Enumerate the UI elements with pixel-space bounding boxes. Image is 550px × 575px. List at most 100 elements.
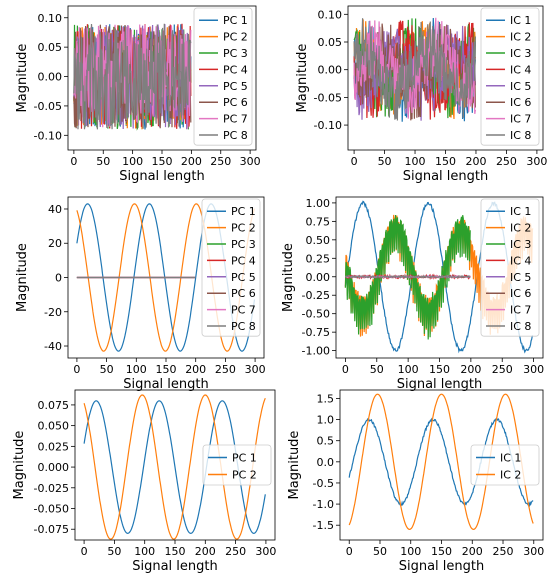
series-lines xyxy=(353,17,476,122)
y-tick-label: -0.05 xyxy=(34,100,62,113)
x-tick-label: 50 xyxy=(373,545,387,558)
y-axis-label: Magnitude xyxy=(287,431,302,500)
legend-label: PC 8 xyxy=(223,129,248,142)
legend-label: PC 1 xyxy=(231,205,256,218)
y-tick-label: -1.0 xyxy=(313,498,334,511)
y-tick-label: 0.075 xyxy=(38,399,70,412)
x-tick-label: 250 xyxy=(215,363,236,376)
y-tick-label: 20 xyxy=(48,237,62,250)
legend-label: PC 5 xyxy=(223,80,248,93)
y-axis-label: Magnitude xyxy=(281,243,296,312)
x-tick-label: 0 xyxy=(73,363,80,376)
legend-label: IC 8 xyxy=(510,129,531,142)
legend-label: PC 7 xyxy=(231,304,256,317)
series-line-ic-3 xyxy=(344,214,471,340)
x-axis-label: Signal length xyxy=(403,169,489,184)
legend-label: PC 4 xyxy=(231,254,256,267)
legend-label: PC 3 xyxy=(223,47,248,60)
legend-label: IC 8 xyxy=(510,320,531,333)
x-axis-label: Signal length xyxy=(123,377,209,392)
x-tick-label: 250 xyxy=(493,545,514,558)
x-tick-label: 300 xyxy=(523,363,544,376)
x-axis-label: Signal length xyxy=(397,377,483,392)
legend-label: IC 1 xyxy=(500,452,521,465)
y-tick-label: -0.50 xyxy=(302,308,330,321)
legend-label: IC 6 xyxy=(510,287,531,300)
y-axis-label: Magnitude xyxy=(295,44,310,113)
y-tick-label: -0.025 xyxy=(34,482,69,495)
x-tick-label: 150 xyxy=(431,545,452,558)
y-tick-label: -0.25 xyxy=(302,289,330,302)
legend-label: PC 2 xyxy=(223,31,248,44)
x-tick-label: 200 xyxy=(185,363,206,376)
y-tick-label: -0.05 xyxy=(314,91,342,104)
legend: IC 1 IC 2 IC 3 IC 4 IC 5 IC 6 IC 7 IC 8 xyxy=(480,198,540,337)
y-tick-label: -0.10 xyxy=(314,119,342,132)
y-tick-label: -0.75 xyxy=(302,326,330,339)
legend: PC 1 PC 2 PC 3 PC 4 PC 5 PC 6 PC 7 PC 8 xyxy=(193,7,253,146)
x-tick-label: 100 xyxy=(122,155,143,168)
legend-label: IC 2 xyxy=(510,222,531,235)
y-tick-label: -1.5 xyxy=(313,519,334,532)
legend-label: IC 4 xyxy=(510,254,531,267)
x-tick-label: 250 xyxy=(492,363,513,376)
series-line-ic-1 xyxy=(348,417,534,508)
y-tick-label: -0.075 xyxy=(34,523,69,536)
x-tick-label: 200 xyxy=(181,155,202,168)
x-tick-label: 250 xyxy=(496,155,517,168)
y-tick-label: 0.10 xyxy=(318,8,343,21)
y-tick-label: 1.00 xyxy=(306,197,331,210)
y-tick-label: -20 xyxy=(44,306,62,319)
legend-label: IC 3 xyxy=(510,47,531,60)
series-lines xyxy=(73,23,192,131)
x-tick-label: 150 xyxy=(435,155,456,168)
legend: PC 1 PC 2 xyxy=(202,444,272,486)
legend: IC 1 IC 2 xyxy=(470,444,540,486)
x-tick-label: 250 xyxy=(210,155,231,168)
chart-panel-2: 0 50 100 150 200 250 300 -0.10 -0.05 0.00 0.05 0.10… xyxy=(295,5,547,184)
legend-label: PC 2 xyxy=(232,469,257,482)
chart-panel-5: 0 50 100 150 200 250 300 -0.075 -0.050 -0.025 0.00… xyxy=(12,389,276,574)
legend-box xyxy=(480,7,540,146)
y-tick-label: 0.10 xyxy=(38,12,63,25)
x-tick-label: 50 xyxy=(96,155,110,168)
x-tick-label: 150 xyxy=(156,363,177,376)
legend: PC 1 PC 2 PC 3 PC 4 PC 5 PC 6 PC 7 PC 8 xyxy=(201,198,261,337)
x-tick-label: 150 xyxy=(429,363,450,376)
y-tick-label: -0.050 xyxy=(34,503,69,516)
y-axis-label: Magnitude xyxy=(12,431,27,500)
y-tick-label: 40 xyxy=(48,203,62,216)
legend-label: IC 3 xyxy=(510,238,531,251)
x-tick-label: 100 xyxy=(400,545,421,558)
y-axis-label: Magnitude xyxy=(15,44,30,113)
series-lines xyxy=(348,393,534,531)
y-tick-label: 0.75 xyxy=(306,215,331,228)
legend-label: PC 1 xyxy=(223,14,248,27)
legend-label: PC 6 xyxy=(223,96,248,109)
chart-panel-3: 0 50 100 150 200 250 300 -40 -20 0 20 40 Signal leng… xyxy=(15,196,266,392)
legend-label: PC 6 xyxy=(231,287,256,300)
legend-box xyxy=(193,7,253,146)
x-tick-label: 300 xyxy=(240,155,261,168)
y-tick-label: 0.50 xyxy=(306,234,331,247)
y-tick-label: 0.00 xyxy=(318,64,343,77)
x-axis-label: Signal length xyxy=(132,559,218,574)
y-tick-label: 0.025 xyxy=(38,440,70,453)
x-tick-label: 0 xyxy=(81,545,88,558)
x-tick-label: 0 xyxy=(351,155,358,168)
x-tick-label: 100 xyxy=(398,363,419,376)
legend-label: IC 1 xyxy=(510,205,531,218)
legend-label: IC 7 xyxy=(510,113,531,126)
legend-box xyxy=(201,198,261,337)
x-tick-label: 300 xyxy=(245,363,266,376)
legend-label: PC 4 xyxy=(223,63,248,76)
x-axis-label: Signal length xyxy=(119,169,205,184)
chart-panel-4: 0 50 100 150 200 250 300 -1.00 -0.75 -0.50 -0.25 0.… xyxy=(281,196,544,392)
y-tick-label: 0.00 xyxy=(306,271,331,284)
legend-label: PC 7 xyxy=(223,113,248,126)
series-line-ic-8 xyxy=(344,274,471,279)
legend-label: PC 8 xyxy=(231,320,256,333)
legend-label: IC 4 xyxy=(510,63,531,76)
y-tick-label: 0.0 xyxy=(317,456,335,469)
